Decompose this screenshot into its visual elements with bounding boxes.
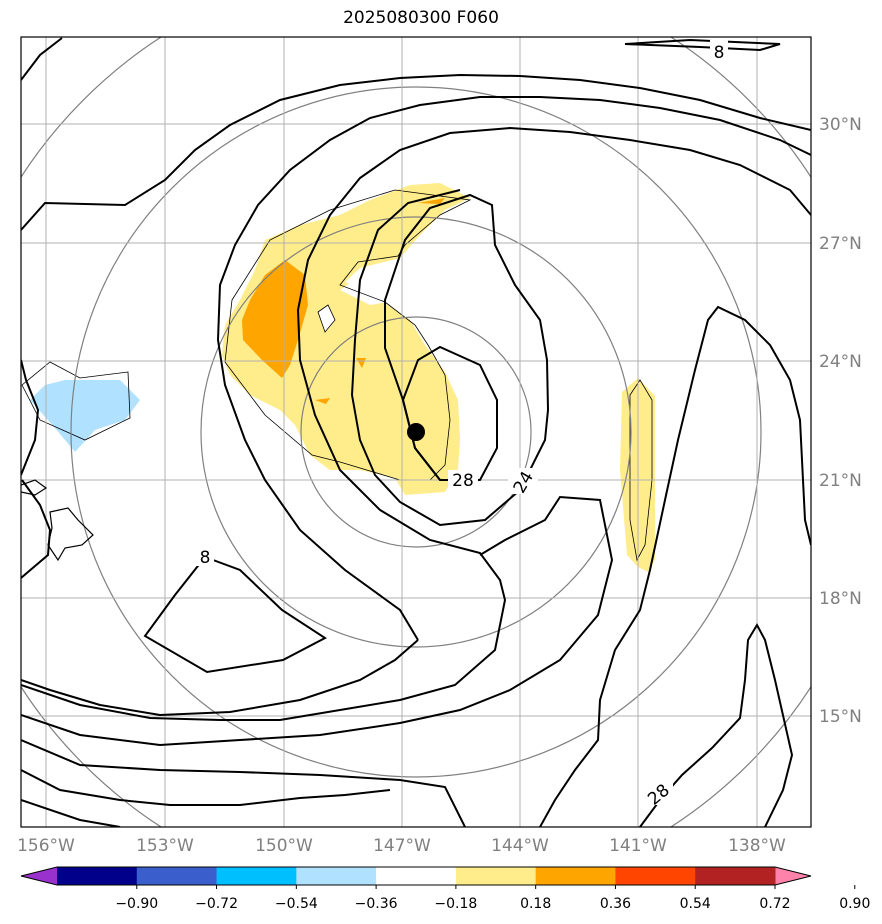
colorbar-tick-label: −0.72 (195, 896, 238, 912)
colorbar-tick-label: 0.36 (600, 896, 631, 912)
colorbar-tick-label: −0.90 (115, 896, 158, 912)
contour-label: 8 (714, 43, 725, 63)
map-frame (20, 36, 812, 828)
colorbar-tick-label: 0.90 (839, 896, 870, 912)
colorbar-cell (57, 867, 138, 885)
colorbar-cell (615, 867, 696, 885)
lat-label: 27°N (819, 234, 862, 254)
graticule (21, 37, 811, 827)
contour-label: 8 (200, 548, 211, 568)
colorbar-tick-label: −0.36 (355, 896, 398, 912)
lat-label: 18°N (819, 589, 862, 609)
longitude-labels: 156°W 153°W 150°W 147°W 144°W 141°W 138°… (17, 836, 786, 856)
colorbar-tick-label: 0.72 (759, 896, 790, 912)
lon-label: 150°W (255, 836, 313, 856)
map-area: 8 8 28 24 28 (21, 37, 811, 827)
colorbar-cell (216, 867, 297, 885)
colorbar-cell (376, 867, 457, 885)
pressure-contours (21, 37, 811, 827)
strong-positive-region (242, 260, 308, 378)
lon-label: 141°W (609, 836, 667, 856)
map-title: 2025080300 F060 (343, 8, 499, 28)
colorbar-cell (296, 867, 377, 885)
storm-center-marker (407, 423, 425, 441)
contour-label: 28 (452, 471, 474, 491)
lat-label: 30°N (819, 115, 862, 135)
colorbar-tick-label: −0.18 (434, 896, 477, 912)
colorbar-tick-label: 0.18 (520, 896, 551, 912)
lon-label: 147°W (373, 836, 431, 856)
colorbar: −0.90 −0.72 −0.54 −0.36 −0.18 0.18 0.36 0.54 0.7… (20, 866, 870, 912)
negative-anomaly-region (30, 380, 140, 452)
lat-label: 24°N (819, 352, 862, 372)
latitude-labels: 30°N 27°N 24°N 21°N 18°N 15°N (819, 115, 862, 727)
colorbar-tick-label: 0.54 (680, 896, 711, 912)
lon-label: 138°W (728, 836, 786, 856)
colorbar-extend-max (775, 867, 811, 885)
colorbar-cell (535, 867, 616, 885)
colorbar-tick-label: −0.54 (275, 896, 318, 912)
lon-label: 153°W (136, 836, 194, 856)
lat-label: 21°N (819, 471, 862, 491)
lon-label: 156°W (17, 836, 75, 856)
colorbar-cell (455, 867, 537, 885)
lat-label: 15°N (819, 707, 862, 727)
positive-anomaly-region (340, 265, 400, 305)
colorbar-cell (695, 867, 776, 885)
lon-label: 144°W (491, 836, 549, 856)
colorbar-extend-min (21, 867, 57, 885)
strong-positive-region (315, 398, 330, 404)
colorbar-cell (136, 867, 218, 885)
strong-positive-region (418, 198, 445, 204)
